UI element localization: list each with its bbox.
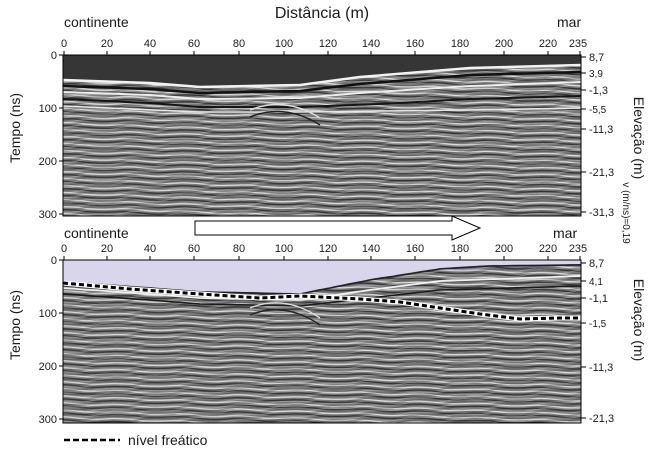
time-axis-label-upper: Tempo (ns) <box>7 93 23 163</box>
elev-tick-lower-1: 4,1 <box>589 277 603 288</box>
elev-tick-lower-4: -11,3 <box>589 362 613 374</box>
water-table-legend-label: nível freático <box>128 432 208 448</box>
elev-tick-upper-0: 8,7 <box>589 52 604 64</box>
lower-sky-region <box>63 260 581 293</box>
x-tick-lower-220: 220 <box>539 243 557 255</box>
sea-label-upper: mar <box>557 14 581 30</box>
t-tick-lower-0: 0 <box>51 255 57 267</box>
x-tick-upper-140: 140 <box>362 38 380 50</box>
direction-arrow <box>194 215 482 241</box>
x-tick-upper-200: 200 <box>495 38 513 50</box>
t-tick-upper-100: 100 <box>39 103 57 115</box>
x-tick-lower-180: 180 <box>451 243 469 255</box>
elev-tick-upper-1: 3,9 <box>589 69 603 80</box>
x-tick-upper-180: 180 <box>451 38 469 50</box>
sea-label-lower: mar <box>553 225 577 241</box>
x-tick-lower-80: 80 <box>233 243 245 255</box>
elev-tick-upper-4: -11,3 <box>589 124 613 136</box>
x-tick-lower-235: 235 <box>569 243 587 255</box>
x-tick-lower-0: 0 <box>61 243 67 255</box>
elevation-axis-label-upper: Elevação (m) <box>631 97 647 179</box>
x-tick-lower-160: 160 <box>406 243 424 255</box>
t-tick-lower-300: 300 <box>39 414 57 426</box>
x-tick-lower-60: 60 <box>188 243 200 255</box>
elev-tick-lower-3: -1,5 <box>589 319 607 330</box>
upper-panel: 0 20 40 60 80 100 120 140 160 180 200 22… <box>7 38 647 244</box>
continent-label-lower: continente <box>64 225 129 241</box>
x-tick-upper-235: 235 <box>569 38 587 50</box>
x-tick-lower-40: 40 <box>144 243 156 255</box>
x-tick-lower-20: 20 <box>101 243 113 255</box>
t-tick-lower-200: 200 <box>39 361 57 373</box>
x-tick-upper-40: 40 <box>144 38 156 50</box>
velocity-label: v (m/ns)=0,19 <box>620 182 631 244</box>
upper-air-wave <box>63 55 581 86</box>
elev-tick-upper-3: -5,5 <box>589 105 607 116</box>
x-tick-upper-100: 100 <box>275 38 293 50</box>
x-tick-upper-60: 60 <box>188 38 200 50</box>
elev-tick-lower-5: -21,3 <box>589 413 614 425</box>
x-tick-upper-0: 0 <box>61 38 67 50</box>
lower-panel: 0 20 40 60 80 100 120 140 160 180 200 22… <box>7 243 647 426</box>
elev-tick-upper-6: -31,3 <box>589 207 614 219</box>
distance-axis-title: Distância (m) <box>275 5 369 22</box>
t-tick-upper-200: 200 <box>39 156 57 168</box>
elev-tick-upper-5: -21,3 <box>589 167 614 179</box>
continent-label-upper: continente <box>64 14 129 30</box>
elevation-axis-label-lower: Elevação (m) <box>631 279 647 361</box>
x-tick-upper-120: 120 <box>319 38 337 50</box>
legend: nível freático <box>64 432 208 448</box>
t-tick-upper-300: 300 <box>39 209 57 221</box>
time-axis-label-lower: Tempo (ns) <box>7 290 23 360</box>
x-tick-lower-140: 140 <box>362 243 380 255</box>
elev-tick-lower-0: 8,7 <box>589 258 604 270</box>
t-tick-upper-0: 0 <box>51 50 57 62</box>
elev-tick-lower-2: -1,1 <box>589 293 608 305</box>
x-tick-upper-160: 160 <box>406 38 424 50</box>
x-tick-upper-20: 20 <box>101 38 113 50</box>
x-tick-lower-100: 100 <box>275 243 293 255</box>
elev-tick-upper-2: -1,3 <box>589 85 608 97</box>
x-tick-lower-120: 120 <box>319 243 337 255</box>
t-tick-lower-100: 100 <box>39 308 57 320</box>
x-tick-upper-80: 80 <box>233 38 245 50</box>
x-tick-upper-220: 220 <box>539 38 557 50</box>
x-tick-lower-200: 200 <box>495 243 513 255</box>
